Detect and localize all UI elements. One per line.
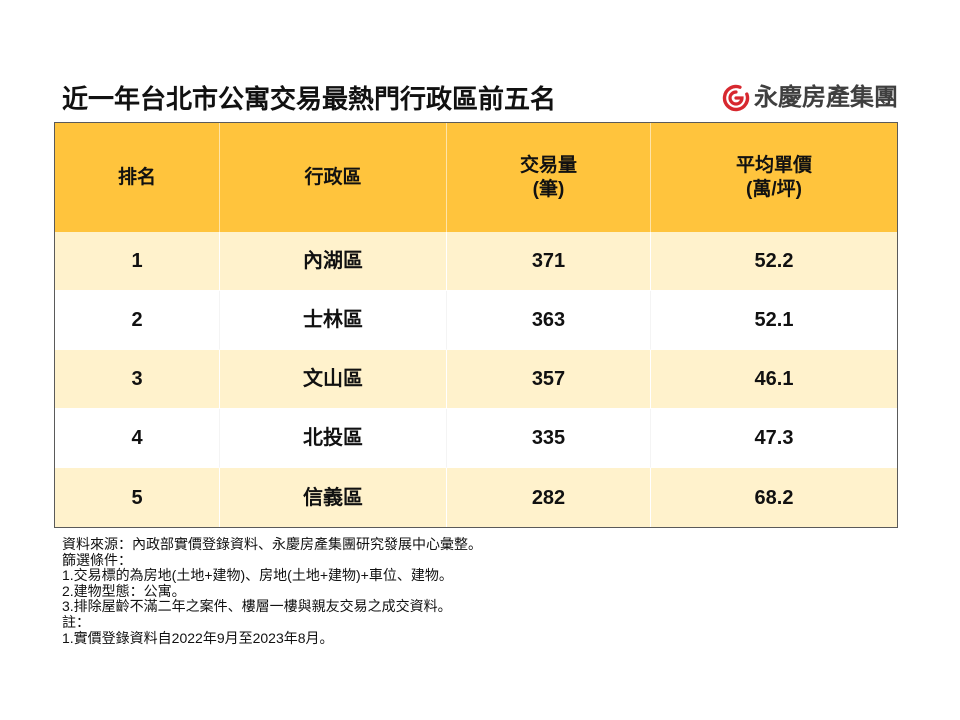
cell-district: 內湖區 bbox=[220, 232, 447, 291]
cell-rank: 4 bbox=[55, 409, 220, 468]
note-filter-3: 3.排除屋齡不滿二年之案件、樓層一樓與親友交易之成交資料。 bbox=[62, 598, 452, 615]
brand-logo: 永慶房產集團 bbox=[722, 83, 898, 113]
cell-district: 士林區 bbox=[220, 291, 447, 350]
yungching-logo-icon bbox=[722, 84, 750, 112]
header-rank: 排名 bbox=[55, 123, 220, 232]
header-district-label: 行政區 bbox=[304, 166, 362, 188]
cell-district: 信義區 bbox=[220, 468, 447, 527]
header-avg-price-label: 平均單價 bbox=[735, 154, 812, 176]
note-filter-heading: 篩選條件： bbox=[62, 551, 132, 568]
cell-volume: 282 bbox=[447, 468, 651, 527]
cell-volume: 371 bbox=[447, 232, 651, 291]
cell-volume: 363 bbox=[447, 291, 651, 350]
note-filter-1: 1.交易標的為房地(土地+建物)、房地(土地+建物)+車位、建物。 bbox=[62, 567, 453, 584]
note-filter-2: 2.建物型態：公寓。 bbox=[62, 582, 186, 599]
cell-rank: 1 bbox=[55, 232, 220, 291]
footnotes: 資料來源：內政部實價登錄資料、永慶房產集團研究發展中心彙整。 篩選條件： 1.交… bbox=[62, 536, 482, 646]
cell-avg-price: 46.1 bbox=[651, 350, 897, 409]
header-avg-price: 平均單價 (萬/坪) bbox=[651, 123, 897, 232]
cell-volume: 357 bbox=[447, 350, 651, 409]
header-volume: 交易量 (筆) bbox=[447, 123, 651, 232]
cell-avg-price: 68.2 bbox=[651, 468, 897, 527]
ranking-table: 排名 行政區 交易量 (筆) 平均單價 (萬/坪) 1 內湖區 371 52.2… bbox=[54, 122, 898, 528]
cell-avg-price: 47.3 bbox=[651, 409, 897, 468]
cell-rank: 3 bbox=[55, 350, 220, 409]
page-title: 近一年台北市公寓交易最熱門行政區前五名 bbox=[62, 84, 557, 114]
header-district: 行政區 bbox=[220, 123, 447, 232]
cell-avg-price: 52.2 bbox=[651, 232, 897, 291]
header-volume-unit: (筆) bbox=[532, 178, 565, 200]
cell-district: 文山區 bbox=[220, 350, 447, 409]
cell-district: 北投區 bbox=[220, 409, 447, 468]
cell-rank: 2 bbox=[55, 291, 220, 350]
cell-volume: 335 bbox=[447, 409, 651, 468]
note-remark-heading: 註： bbox=[62, 613, 90, 630]
note-source: 資料來源：內政部實價登錄資料、永慶房產集團研究發展中心彙整。 bbox=[62, 536, 482, 552]
header-rank-label: 排名 bbox=[117, 166, 156, 188]
note-remark-1: 1.實價登錄資料自2022年9月至2023年8月。 bbox=[62, 629, 334, 646]
header-volume-label: 交易量 bbox=[519, 154, 577, 176]
cell-rank: 5 bbox=[55, 468, 220, 527]
logo-text: 永慶房產集團 bbox=[754, 84, 898, 111]
cell-avg-price: 52.1 bbox=[651, 291, 897, 350]
header-avg-price-unit: (萬/坪) bbox=[746, 178, 802, 200]
